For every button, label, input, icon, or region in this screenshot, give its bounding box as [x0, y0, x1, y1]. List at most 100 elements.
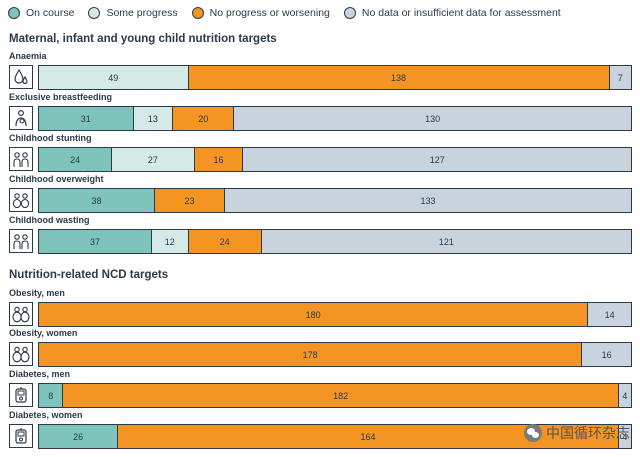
legend: On course Some progress No progress or w… [8, 4, 561, 22]
bar-segment-no-data: 127 [243, 148, 631, 171]
data-label: 164 [360, 431, 376, 442]
glucose-meter-icon [9, 383, 33, 407]
legend-item-on-course: On course [8, 7, 74, 19]
legend-label: No data or insufficient data for assessm… [361, 7, 561, 19]
data-label: 14 [604, 309, 615, 320]
legend-item-some-progress: Some progress [88, 7, 178, 19]
data-label: 7 [617, 72, 623, 83]
data-label: 180 [305, 309, 321, 320]
legend-label: No progress or worsening [209, 7, 330, 19]
data-label: 182 [333, 390, 349, 401]
row-label: Childhood overweight [9, 174, 104, 184]
stacked-bar: 24 27 16 127 [38, 147, 632, 172]
bar-segment-no-progress: 20 [173, 107, 235, 130]
bar-segment-no-progress: 16 [194, 148, 244, 171]
wechat-icon [524, 424, 542, 442]
bar-segment-some-progress: 12 [151, 230, 189, 253]
legend-swatch [343, 7, 356, 19]
glucose-meter-icon [9, 424, 33, 448]
data-label: 138 [391, 72, 407, 83]
row-label: Obesity, men [9, 288, 65, 298]
bar-segment-some-progress: 27 [112, 148, 195, 171]
row-label: Exclusive breastfeeding [9, 92, 113, 102]
legend-swatch [88, 7, 101, 19]
bar-segment-no-data: 133 [225, 189, 631, 212]
mother-child-icon [9, 106, 33, 130]
bar-segment-on-course: 37 [39, 230, 152, 253]
bar-segment-no-data: 130 [234, 107, 631, 130]
data-label: 37 [89, 236, 100, 247]
bar-segment-some-progress: 49 [39, 66, 189, 89]
children-icon [9, 229, 33, 253]
bar-segment-no-data: 121 [261, 230, 631, 253]
watermark-text: 中国循环杂志 [546, 425, 630, 441]
data-label: 13 [147, 113, 158, 124]
data-label: 20 [198, 113, 209, 124]
obesity-icon [9, 302, 33, 326]
data-label: 133 [420, 195, 436, 206]
bar-segment-no-data: 4 [618, 425, 631, 448]
stacked-bar: 180 14 [38, 302, 632, 327]
bar-segment-no-progress: 182 [63, 384, 619, 407]
data-label: 12 [164, 236, 175, 247]
bar-segment-no-progress: 138 [188, 66, 610, 89]
data-label: 4 [622, 390, 628, 401]
legend-label: Some progress [106, 7, 178, 19]
water-drop-icon [9, 65, 33, 89]
data-label: 8 [48, 390, 54, 401]
data-label: 121 [438, 236, 454, 247]
bar-segment-on-course: 24 [39, 148, 113, 171]
row-label: Childhood stunting [9, 133, 92, 143]
bar-segment-no-data: 4 [618, 384, 631, 407]
stacked-bar: 38 23 133 [38, 188, 632, 213]
overweight-children-icon [9, 188, 33, 212]
row-label: Obesity, women [9, 328, 78, 338]
obesity-icon [9, 342, 33, 366]
data-label: 130 [425, 113, 441, 124]
bar-segment-no-progress: 23 [154, 189, 226, 212]
section-title-ncd: Nutrition-related NCD targets [9, 269, 169, 281]
row-label: Anaemia [9, 51, 47, 61]
bar-segment-on-course: 26 [39, 425, 119, 448]
stacked-bar: 178 16 [38, 342, 632, 367]
row-label: Childhood wasting [9, 215, 90, 225]
bar-segment-on-course: 31 [39, 107, 134, 130]
section-title-maternal: Maternal, infant and young child nutriti… [9, 33, 277, 45]
watermark: 中国循环杂志 [524, 423, 630, 443]
bar-segment-no-progress: 180 [39, 303, 589, 326]
bar-segment-no-progress: 24 [188, 230, 262, 253]
row-label: Diabetes, women [9, 410, 83, 420]
stacked-bar: 49 138 7 [38, 65, 632, 90]
data-label: 24 [70, 154, 81, 165]
bar-segment-no-progress: 164 [118, 425, 619, 448]
data-label: 178 [302, 349, 318, 360]
row-label: Diabetes, men [9, 369, 71, 379]
data-label: 24 [219, 236, 230, 247]
legend-item-no-data: No data or insufficient data for assessm… [343, 7, 561, 19]
legend-item-no-progress: No progress or worsening [191, 7, 330, 19]
bar-segment-on-course: 8 [39, 384, 64, 407]
legend-label: On course [26, 7, 75, 19]
data-label: 23 [184, 195, 195, 206]
bar-segment-no-data: 7 [609, 66, 631, 89]
bar-segment-on-course: 38 [39, 189, 155, 212]
data-label: 26 [73, 431, 84, 442]
bar-segment-no-data: 14 [588, 303, 631, 326]
stacked-bar: 31 13 20 130 [38, 106, 632, 131]
data-label: 27 [147, 154, 158, 165]
data-label: 16 [213, 154, 224, 165]
legend-swatch [8, 7, 20, 19]
data-label: 49 [108, 72, 119, 83]
bar-segment-no-progress: 178 [39, 343, 583, 366]
legend-swatch [191, 7, 204, 19]
children-icon [9, 147, 33, 171]
bar-segment-some-progress: 13 [133, 107, 174, 130]
stacked-bar: 8 182 4 [38, 383, 632, 408]
data-label: 16 [601, 349, 612, 360]
data-label: 4 [622, 431, 628, 442]
data-label: 127 [429, 154, 445, 165]
stacked-bar: 37 12 24 121 [38, 229, 632, 254]
data-label: 31 [80, 113, 91, 124]
bar-segment-no-data: 16 [582, 343, 631, 366]
data-label: 38 [91, 195, 102, 206]
